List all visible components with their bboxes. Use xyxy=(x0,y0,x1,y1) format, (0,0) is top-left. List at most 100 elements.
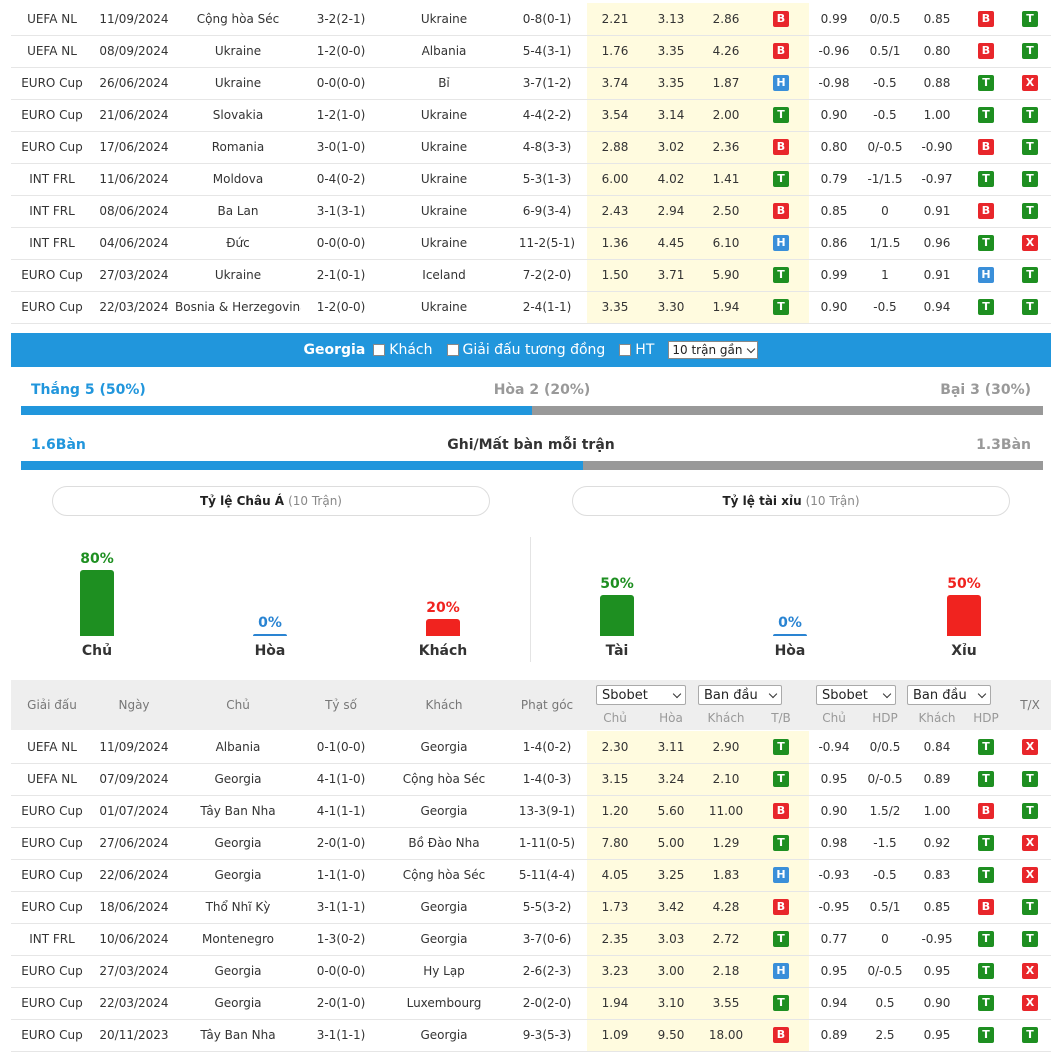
away-team[interactable]: Georgia xyxy=(381,795,507,828)
home-team[interactable]: Georgia xyxy=(175,763,301,796)
home-team[interactable]: Georgia xyxy=(175,987,301,1020)
odds-away: 4.28 xyxy=(699,891,753,924)
match-score[interactable]: 2-0(1-0) xyxy=(301,827,381,860)
home-team[interactable]: Georgia xyxy=(175,827,301,860)
away-team[interactable]: Georgia xyxy=(381,1019,507,1052)
match-row: EURO Cup 22/03/2024 Bosnia & Herzegovina 1-… xyxy=(11,291,1051,324)
same-league-checkbox[interactable]: Giải đấu tương đồng xyxy=(446,342,605,358)
hdp-result-badge: T xyxy=(978,235,994,251)
away-team[interactable]: Hy Lạp xyxy=(381,955,507,988)
home-team[interactable]: Albania xyxy=(175,731,301,764)
corner-score: 4-8(3-3) xyxy=(507,131,587,164)
hdp-line: 0/-0.5 xyxy=(859,955,911,988)
hdp-away: 0.95 xyxy=(911,955,963,988)
hdp-away: 0.91 xyxy=(911,195,963,228)
home-team[interactable]: Georgia xyxy=(175,955,301,988)
hdp-result-badge: T xyxy=(978,738,994,755)
match-score[interactable]: 0-0(0-0) xyxy=(301,955,381,988)
away-team[interactable]: Cộng hòa Séc xyxy=(381,859,507,892)
hdp-away: -0.97 xyxy=(911,163,963,196)
goals-conceded: 1.3Bàn xyxy=(976,437,1031,453)
match-score[interactable]: 0-4(0-2) xyxy=(301,163,381,196)
match-score[interactable]: 2-1(0-1) xyxy=(301,259,381,292)
away-team[interactable]: Ukraine xyxy=(381,163,507,196)
home-team[interactable]: Montenegro xyxy=(175,923,301,956)
home-team[interactable]: Thổ Nhĩ Kỳ xyxy=(175,891,301,924)
match-score[interactable]: 3-0(1-0) xyxy=(301,131,381,164)
match-score[interactable]: 0-1(0-0) xyxy=(301,731,381,764)
odds-away: 2.50 xyxy=(699,195,753,228)
bottom-table-header: Giải đấu Ngày Chủ Tỷ số Khách Phạt góc S… xyxy=(11,680,1051,730)
home-team[interactable]: Moldova xyxy=(175,163,301,196)
away-team[interactable]: Ukraine xyxy=(381,99,507,132)
sub-away: Khách xyxy=(707,711,745,725)
away-team[interactable]: Ukraine xyxy=(381,3,507,36)
hdp-time-select[interactable]: Ban đầu xyxy=(907,685,991,705)
match-score[interactable]: 0-0(0-0) xyxy=(301,227,381,260)
hdp-company-select[interactable]: Sbobet xyxy=(816,685,896,705)
ou-draw-stat-bar xyxy=(773,634,807,636)
corner-score: 5-3(1-3) xyxy=(507,163,587,196)
league: UEFA NL xyxy=(11,35,93,68)
home-team[interactable]: Ukraine xyxy=(175,67,301,100)
result-badge: T xyxy=(773,835,789,851)
away-team[interactable]: Albania xyxy=(381,35,507,68)
odds-company-select[interactable]: Sbobet xyxy=(596,685,686,705)
home-team[interactable]: Ukraine xyxy=(175,35,301,68)
away-team[interactable]: Georgia xyxy=(381,923,507,956)
home-team[interactable]: Georgia xyxy=(175,859,301,892)
home-team[interactable]: Slovakia xyxy=(175,99,301,132)
match-score[interactable]: 1-1(1-0) xyxy=(301,859,381,892)
hdp-home: -0.95 xyxy=(809,891,859,924)
away-team[interactable]: Iceland xyxy=(381,259,507,292)
away-team[interactable]: Bỉ xyxy=(381,67,507,100)
match-score[interactable]: 3-1(3-1) xyxy=(301,195,381,228)
home-team[interactable]: Bosnia & Herzegovina xyxy=(175,291,301,324)
away-team[interactable]: Ukraine xyxy=(381,291,507,324)
away-team[interactable]: Bồ Đào Nha xyxy=(381,827,507,860)
away-team[interactable]: Ukraine xyxy=(381,227,507,260)
ou-result-badge: T xyxy=(1022,899,1038,915)
away-team[interactable]: Ukraine xyxy=(381,195,507,228)
over-under-tab[interactable]: Tỷ lệ tài xỉu (10 Trận) xyxy=(572,486,1010,516)
match-score[interactable]: 3-2(2-1) xyxy=(301,3,381,36)
hdp-line: 2.5 xyxy=(859,1019,911,1052)
home-team[interactable]: Romania xyxy=(175,131,301,164)
match-score[interactable]: 1-3(0-2) xyxy=(301,923,381,956)
match-score[interactable]: 3-1(1-1) xyxy=(301,891,381,924)
match-score[interactable]: 1-2(0-0) xyxy=(301,35,381,68)
asia-draw-stat-label: Hòa xyxy=(254,643,286,659)
match-score[interactable]: 1-2(0-0) xyxy=(301,291,381,324)
away-team[interactable]: Georgia xyxy=(381,731,507,764)
odds-time-select[interactable]: Ban đầu xyxy=(698,685,782,705)
away-filter-checkbox[interactable]: Khách xyxy=(373,342,433,358)
odds-away: 2.72 xyxy=(699,923,753,956)
home-team[interactable]: Tây Ban Nha xyxy=(175,1019,301,1052)
match-score[interactable]: 4-1(1-1) xyxy=(301,795,381,828)
ou-result-badge: T xyxy=(1022,803,1038,819)
hdp-home: 0.86 xyxy=(809,227,859,260)
home-team[interactable]: Tây Ban Nha xyxy=(175,795,301,828)
away-team[interactable]: Ukraine xyxy=(381,131,507,164)
match-count-select[interactable]: 10 trận gần xyxy=(668,341,759,359)
match-score[interactable]: 4-1(1-0) xyxy=(301,763,381,796)
away-team[interactable]: Georgia xyxy=(381,891,507,924)
asia-home-stat-pct: 80% xyxy=(80,551,114,567)
home-team[interactable]: Ukraine xyxy=(175,259,301,292)
sub-home: Chủ xyxy=(603,711,627,725)
match-score[interactable]: 3-1(1-1) xyxy=(301,1019,381,1052)
home-team[interactable]: Ba Lan xyxy=(175,195,301,228)
asian-handicap-tab[interactable]: Tỷ lệ Châu Á (10 Trận) xyxy=(52,486,490,516)
away-team[interactable]: Luxembourg xyxy=(381,987,507,1020)
ou-result-badge: X xyxy=(1022,235,1038,251)
match-score[interactable]: 2-0(1-0) xyxy=(301,987,381,1020)
match-score[interactable]: 0-0(0-0) xyxy=(301,67,381,100)
home-team[interactable]: Cộng hòa Séc xyxy=(175,3,301,36)
home-team[interactable]: Đức xyxy=(175,227,301,260)
hdp-line: -0.5 xyxy=(859,291,911,324)
ht-checkbox[interactable]: HT xyxy=(619,342,654,358)
match-row: INT FRL 08/06/2024 Ba Lan 3-1(3-1) Ukraine 6-… xyxy=(11,195,1051,228)
away-team[interactable]: Cộng hòa Séc xyxy=(381,763,507,796)
match-score[interactable]: 1-2(1-0) xyxy=(301,99,381,132)
odds-draw: 5.60 xyxy=(643,795,699,828)
